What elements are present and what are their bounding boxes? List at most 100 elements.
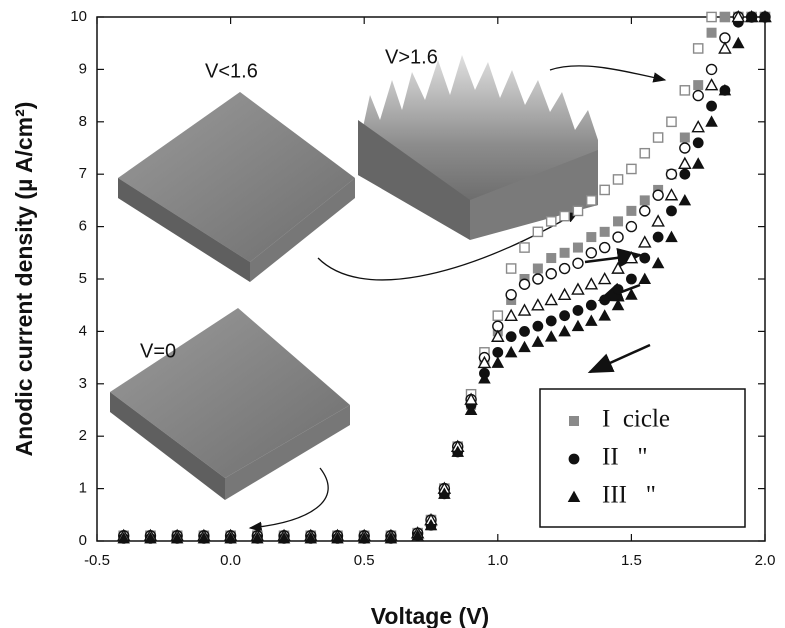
- point: [547, 253, 556, 262]
- point: [654, 133, 663, 142]
- point: [600, 227, 609, 236]
- y-tick-label: 2: [79, 427, 87, 444]
- point: [639, 237, 650, 247]
- point: [693, 138, 703, 148]
- point: [599, 273, 610, 283]
- point: [520, 243, 529, 252]
- point: [532, 336, 543, 346]
- point: [612, 263, 623, 273]
- point: [519, 305, 530, 315]
- point: [626, 274, 636, 284]
- point: [640, 149, 649, 158]
- y-tick-label: 9: [79, 60, 87, 77]
- x-tick-label: 0.0: [220, 552, 241, 569]
- point: [613, 217, 622, 226]
- y-tick-label: 7: [79, 165, 87, 182]
- y-tick-label: 10: [70, 8, 87, 25]
- point: [640, 206, 650, 216]
- point: [613, 175, 622, 184]
- point: [613, 284, 623, 294]
- y-axis-title: Anodic current density (µ A/cm²): [11, 102, 37, 457]
- point: [586, 315, 597, 325]
- point: [653, 190, 663, 200]
- point: [707, 101, 717, 111]
- point: [599, 310, 610, 320]
- y-tick-label: 4: [79, 322, 87, 339]
- point: [694, 81, 703, 90]
- point: [666, 190, 677, 200]
- point: [532, 300, 543, 310]
- point: [520, 279, 530, 289]
- point: [693, 121, 704, 131]
- point: [546, 269, 556, 279]
- annotation: V=0: [140, 340, 176, 362]
- y-tick-label: 1: [79, 480, 87, 497]
- legend-label: III ": [602, 482, 656, 509]
- point: [693, 158, 704, 168]
- point: [653, 216, 664, 226]
- arrow: [550, 66, 665, 80]
- y-tick-label: 3: [79, 375, 87, 392]
- point: [546, 294, 557, 304]
- chart: Voltage (V) Anodic current density (µ A/…: [0, 0, 785, 628]
- point: [653, 258, 664, 268]
- legend-marker: [569, 454, 579, 464]
- point: [639, 273, 650, 283]
- point: [600, 185, 609, 194]
- annotation: V>1.6: [385, 46, 438, 68]
- point: [612, 300, 623, 310]
- point: [666, 231, 677, 241]
- point: [560, 264, 570, 274]
- point: [680, 143, 690, 153]
- point: [666, 206, 676, 216]
- point: [680, 86, 689, 95]
- point: [587, 196, 596, 205]
- point: [573, 206, 582, 215]
- point: [493, 311, 502, 320]
- point: [560, 212, 569, 221]
- point: [600, 243, 610, 253]
- point: [719, 43, 730, 53]
- point: [492, 357, 503, 367]
- point: [653, 232, 663, 242]
- point: [586, 248, 596, 258]
- point: [520, 326, 530, 336]
- point: [627, 164, 636, 173]
- point: [640, 253, 650, 263]
- point: [694, 44, 703, 53]
- point: [533, 264, 542, 273]
- point: [679, 158, 690, 168]
- x-tick-label: 0.5: [354, 552, 375, 569]
- point: [560, 311, 570, 321]
- point: [707, 28, 716, 37]
- point: [613, 232, 623, 242]
- point: [506, 310, 517, 320]
- legend-label: II ": [602, 444, 648, 471]
- point: [706, 116, 717, 126]
- point: [706, 80, 717, 90]
- point: [547, 217, 556, 226]
- point: [507, 264, 516, 273]
- point: [707, 64, 717, 74]
- point: [707, 12, 716, 21]
- annotation: V<1.6: [205, 60, 258, 82]
- y-tick-label: 8: [79, 113, 87, 130]
- x-tick-label: 1.0: [487, 552, 508, 569]
- point: [680, 133, 689, 142]
- point: [572, 321, 583, 331]
- x-axis-title: Voltage (V): [371, 603, 489, 628]
- x-tick-label: 2.0: [755, 552, 776, 569]
- point: [627, 206, 636, 215]
- point: [533, 321, 543, 331]
- point: [693, 91, 703, 101]
- point: [720, 12, 729, 21]
- point: [506, 290, 516, 300]
- point: [679, 195, 690, 205]
- point: [586, 279, 597, 289]
- y-tick-label: 5: [79, 270, 87, 287]
- point: [600, 295, 610, 305]
- point: [680, 169, 690, 179]
- point: [546, 316, 556, 326]
- point: [640, 196, 649, 205]
- point: [506, 332, 516, 342]
